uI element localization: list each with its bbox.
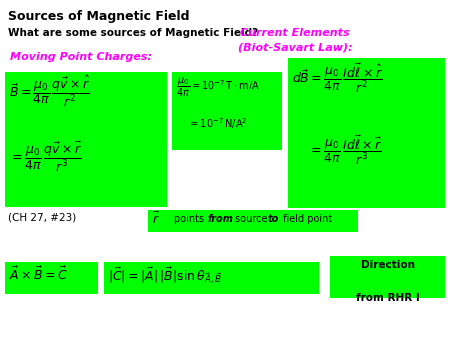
Bar: [172, 72, 282, 150]
Text: $= 10^{-7}\,\mathrm{N/A^2}$: $= 10^{-7}\,\mathrm{N/A^2}$: [188, 116, 248, 131]
Text: Direction

from RHR I: Direction from RHR I: [356, 260, 419, 303]
Text: $\vec{A}\times\vec{B} = \vec{C}$: $\vec{A}\times\vec{B} = \vec{C}$: [9, 266, 68, 283]
Bar: [5, 72, 167, 207]
Text: field point: field point: [280, 214, 332, 224]
Text: $\vec{r}$: $\vec{r}$: [152, 211, 160, 227]
Text: (CH 27, #23): (CH 27, #23): [8, 213, 76, 223]
Text: from: from: [208, 214, 234, 224]
Text: $= \dfrac{\mu_0}{4\pi}\,\dfrac{q\vec{v}\times\vec{r}}{r^3}$: $= \dfrac{\mu_0}{4\pi}\,\dfrac{q\vec{v}\…: [9, 140, 82, 174]
Text: $= \dfrac{\mu_0}{4\pi}\,\dfrac{Id\vec{\ell}\times\vec{r}}{r^3}$: $= \dfrac{\mu_0}{4\pi}\,\dfrac{Id\vec{\e…: [308, 134, 382, 167]
Text: Moving Point Charges:: Moving Point Charges:: [10, 52, 152, 62]
Text: $\vec{B} = \dfrac{\mu_0}{4\pi}\,\dfrac{q\vec{v}\times\hat{r}}{r^2}$: $\vec{B} = \dfrac{\mu_0}{4\pi}\,\dfrac{q…: [9, 74, 90, 109]
Text: Sources of Magnetic Field: Sources of Magnetic Field: [8, 10, 189, 23]
Bar: [104, 262, 319, 294]
Bar: [5, 262, 98, 294]
Text: $\dfrac{\mu_0}{4\pi} = 10^{-7}\,\mathrm{T \cdot m/A}$: $\dfrac{\mu_0}{4\pi} = 10^{-7}\,\mathrm{…: [176, 76, 260, 99]
Text: $|\vec{C}| = |\vec{A}|\,|\vec{B}|\sin\theta_{\vec{A},\vec{B}}$: $|\vec{C}| = |\vec{A}|\,|\vec{B}|\sin\th…: [108, 266, 222, 287]
Text: source: source: [232, 214, 270, 224]
Text: $d\vec{B} = \dfrac{\mu_0}{4\pi}\,\dfrac{Id\vec{\ell}\times\hat{r}}{r^2}$: $d\vec{B} = \dfrac{\mu_0}{4\pi}\,\dfrac{…: [292, 62, 383, 95]
Bar: [288, 58, 445, 208]
Bar: [148, 210, 358, 232]
Text: (Biot-Savart Law):: (Biot-Savart Law):: [238, 43, 352, 53]
Text: Current Elements: Current Elements: [240, 28, 350, 38]
Text: What are some sources of Magnetic Field?: What are some sources of Magnetic Field?: [8, 28, 258, 38]
Text: points: points: [174, 214, 207, 224]
Text: to: to: [268, 214, 279, 224]
Bar: [330, 256, 445, 298]
